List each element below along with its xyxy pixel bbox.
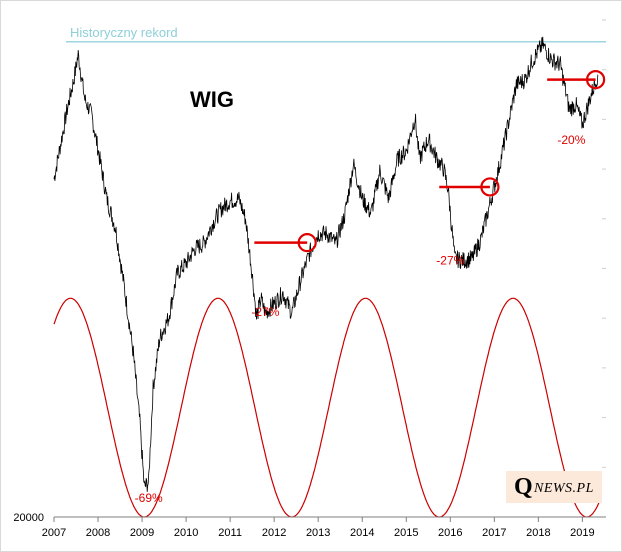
x-tick-label: 2013 (306, 527, 330, 539)
drawdown-label: -27% (251, 305, 279, 319)
drawdown-label: -69% (135, 491, 163, 505)
qnews-logo: Q NEWS.PL (506, 471, 602, 503)
x-tick-label: 2014 (350, 527, 374, 539)
logo-text: NEWS.PL (534, 481, 594, 496)
drawdown-label: -27% (436, 253, 464, 267)
recovery-circle (297, 233, 317, 253)
x-tick-label: 2012 (262, 527, 286, 539)
x-tick-label: 2011 (218, 527, 242, 539)
x-tick-label: 2007 (42, 527, 66, 539)
x-tick-label: 2017 (482, 527, 506, 539)
x-tick-label: 2008 (86, 527, 110, 539)
drawdown-label: -20% (557, 133, 585, 147)
x-tick-label: 2018 (526, 527, 550, 539)
logo-letter: Q (514, 474, 533, 500)
y-min-label: 20000 (13, 512, 44, 524)
x-tick-label: 2015 (394, 527, 418, 539)
wig-line (53, 36, 599, 492)
x-tick-label: 2019 (570, 527, 594, 539)
x-tick-label: 2009 (130, 527, 154, 539)
recovery-circle (480, 177, 500, 197)
x-tick-label: 2016 (438, 527, 462, 539)
x-tick-label: 2010 (174, 527, 198, 539)
record-label: Historyczny rekord (70, 25, 178, 40)
recovery-circle (585, 69, 606, 90)
chart-title: WIG (190, 87, 234, 112)
